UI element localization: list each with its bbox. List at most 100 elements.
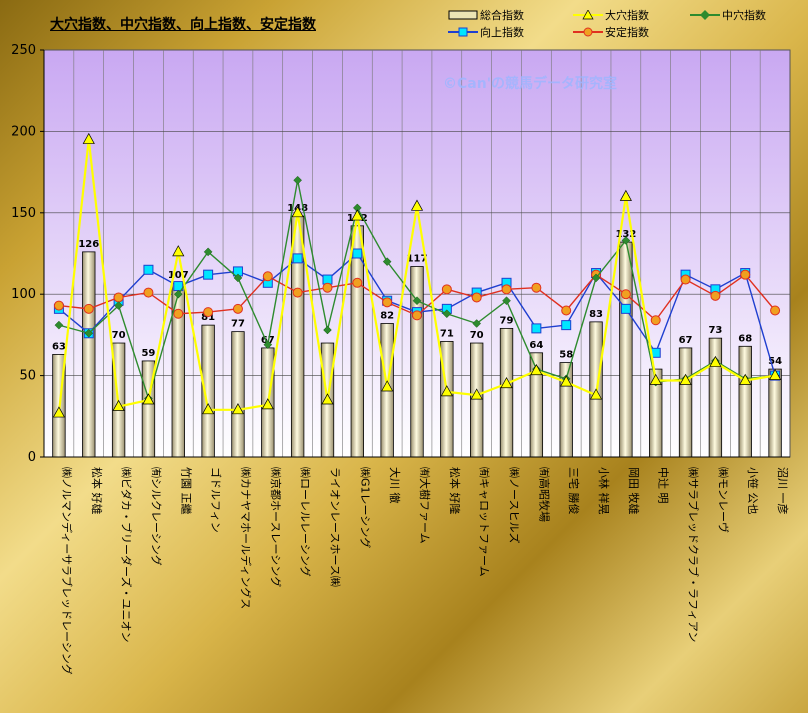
bar-value-label: 67 [679,335,693,346]
x-tick-label: 小笹 公也 [746,467,759,515]
x-tick-label: ㈲高昭牧場 [537,467,551,522]
marker-triangle [381,380,394,392]
marker-circle [531,282,542,293]
bar-value-label: 82 [380,311,394,322]
marker-circle [232,303,243,314]
x-tick-label: 沼川 一彦 [776,467,790,515]
marker-circle [352,277,363,288]
bar-value-label: 83 [589,309,603,320]
x-tick-label: 中辻 明 [657,467,671,504]
bar-value-label: 71 [440,328,454,339]
marker-triangle [709,355,722,367]
marker-square [203,269,214,280]
legend-label-total: 総合指数 [480,9,524,22]
marker-triangle [768,368,782,380]
x-tick-label: ㈱モンレーヴ [716,467,730,533]
legend-label-chuana: 中穴指数 [722,9,766,22]
x-tick-label: ㈱サラブレッドクラブ・ラフィアン [687,467,701,642]
marker-diamond [472,319,482,328]
bar-value-label: 64 [529,340,543,351]
bar-value-label: 73 [708,325,722,336]
legend-label-oana: 大穴指数 [605,9,649,22]
x-tick-label: ㈲シルクレーシング [149,467,163,566]
marker-circle [412,310,422,321]
marker-triangle [351,209,364,221]
legend-diamond-icon [690,10,720,20]
marker-triangle [142,393,155,405]
bar [231,331,245,458]
marker-diamond [382,257,392,266]
marker-diamond [84,328,94,338]
x-tick-label: ㈲大樹ファーム [418,467,432,544]
bar-value-label: 70 [470,330,484,341]
marker-circle [650,315,661,326]
x-tick-label: 小林 祥晃 [597,467,611,515]
marker-diamond [114,301,123,310]
bar-value-label: 54 [768,356,782,367]
bar-value-label: 126 [78,239,99,250]
marker-square [561,320,572,331]
bar-value-label: 81 [201,312,215,323]
marker-triangle [82,132,95,144]
marker-circle [620,289,631,300]
marker-triangle [231,403,245,415]
marker-circle [501,284,512,295]
marker-square [143,264,154,275]
marker-circle [203,307,214,318]
x-tick-label: 三宅 勝俊 [567,467,581,515]
y-tick-label: 200 [11,124,36,139]
marker-triangle [291,206,304,218]
marker-triangle [679,373,692,385]
marker-triangle [261,398,274,410]
y-tick-label: 250 [11,43,36,58]
marker-circle [710,290,721,301]
x-tick-label: ㈱ビダカ・ブリーダーズ・ユニオン [120,467,134,642]
marker-circle [53,300,64,311]
marker-square [620,303,631,314]
y-tick-label: 150 [11,206,36,221]
marker-triangle [589,388,603,400]
legend-item-antei: 安定指数 [573,24,649,40]
bar-value-label: 63 [52,341,66,352]
bar [678,347,693,458]
marker-square [531,323,542,334]
marker-diamond [293,175,302,185]
watermark: ©Can'の競馬データ研究室 [443,76,617,92]
marker-diamond [442,309,452,319]
marker-circle [471,292,482,303]
x-tick-label: ㈱ノースヒルズ [508,467,522,543]
chart-title: 大穴指数、中穴指数、向上指数、安定指数 [50,17,316,33]
bar-value-label: 77 [231,319,245,330]
marker-diamond [173,289,183,299]
bar [499,327,514,458]
marker-triangle [470,388,483,400]
y-tick-label: 0 [28,450,36,465]
marker-triangle [112,399,125,411]
legend-item-chuana: 中穴指数 [690,7,766,23]
x-tick-label: 竹園 正繼 [179,467,193,515]
marker-circle [322,282,333,293]
x-tick-label: ゴドルフィン [209,467,223,533]
marker-circle [770,305,781,316]
bar [82,251,96,458]
marker-triangle [410,199,424,211]
x-tick-label: 大川 徹 [388,467,402,504]
marker-triangle [560,375,573,387]
marker-diamond [203,247,213,257]
legend-item-oana: 大穴指数 [573,7,649,23]
bar-value-label: 59 [141,348,155,359]
legend-square-icon [448,27,478,37]
bar-value-label: 117 [407,254,428,265]
marker-triangle [440,385,453,397]
marker-circle [740,269,751,280]
y-tick-label: 50 [19,369,36,384]
x-tick-label: ㈱カナヤマホールディングス [239,467,253,609]
x-tick-label: ㈱ローレルレーシング [299,467,313,577]
legend-circle-icon [573,27,603,37]
bar-value-label: 132 [615,229,636,240]
bar-value-label: 58 [559,350,573,361]
bar [768,368,782,458]
marker-circle [143,287,154,298]
marker-circle [382,297,393,308]
marker-diamond [54,320,64,330]
